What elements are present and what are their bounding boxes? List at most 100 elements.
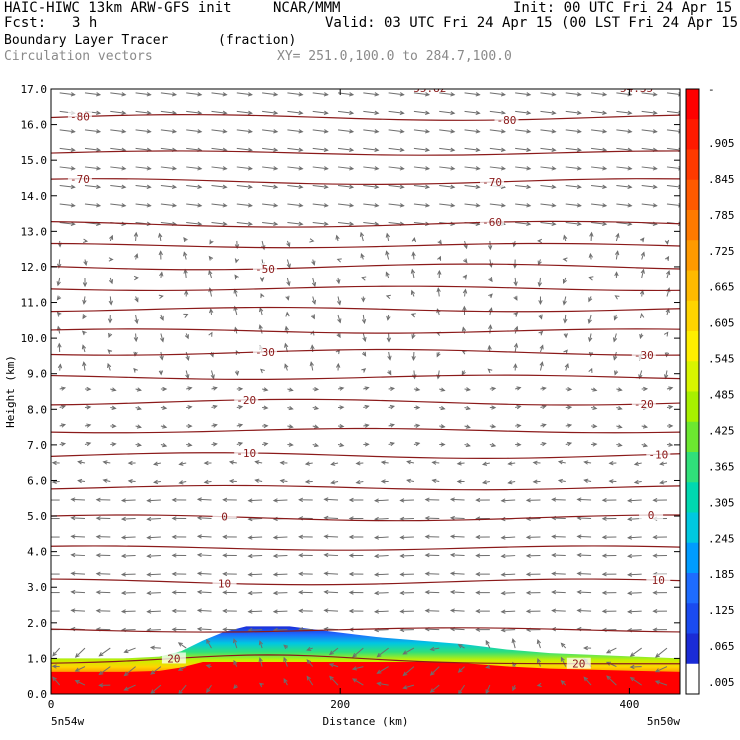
vector-arrow (208, 331, 213, 337)
vector-arrow (489, 424, 497, 429)
vector-arrow (84, 129, 102, 134)
vector-arrow (565, 386, 573, 392)
vector-arrow (287, 147, 304, 153)
vector-arrow (576, 497, 592, 502)
vector-arrow (51, 518, 60, 520)
vector-arrow (337, 442, 345, 448)
vector-arrow (108, 257, 114, 262)
contour-label: -30 (255, 346, 275, 359)
colorbar-label: .485 (708, 389, 735, 402)
vector-arrow (439, 147, 456, 153)
vector-arrow (171, 627, 187, 632)
vector-arrow (666, 269, 671, 279)
vector-arrow (95, 497, 111, 502)
vector-arrow (135, 129, 152, 134)
vector-arrow (457, 666, 465, 673)
vector-arrow (183, 251, 188, 260)
vector-arrow (323, 515, 339, 521)
vector-arrow (562, 277, 567, 285)
vector-arrow (601, 590, 617, 595)
vector-arrow (196, 571, 212, 576)
vector-arrow (348, 553, 364, 558)
vector-arrow (627, 535, 642, 540)
vector-arrow (411, 333, 416, 340)
x-tick-label: 0 (48, 698, 55, 711)
vector-arrow (666, 442, 674, 447)
vector-arrow (641, 184, 658, 190)
vector-arrow (616, 184, 633, 190)
vector-arrow (348, 590, 364, 595)
vector-arrow (272, 590, 288, 596)
vector-arrow (406, 478, 415, 483)
contour-label-bg (212, 510, 237, 522)
vector-arrow (489, 147, 506, 153)
vector-arrow (287, 221, 304, 227)
vector-arrow (262, 147, 279, 153)
vector-arrow (335, 349, 341, 355)
vector-arrow (481, 480, 490, 485)
vector-arrow (110, 387, 117, 392)
vector-arrow (146, 590, 161, 596)
vector-arrow (666, 423, 674, 429)
vector-arrow (489, 442, 497, 448)
fcst-value: 3 h (72, 15, 98, 31)
vector-arrow (464, 147, 481, 153)
vector-arrow (247, 572, 263, 577)
vector-arrow (351, 666, 364, 671)
vector-arrow (641, 92, 658, 97)
vector-arrow (262, 405, 269, 410)
vector-arrow (135, 184, 152, 190)
vector-arrow (537, 277, 542, 288)
vector-arrow (328, 663, 339, 668)
vector-arrow (536, 682, 542, 688)
vector-arrow (287, 129, 304, 134)
colorbar-label: .725 (708, 245, 735, 258)
vector-arrow (399, 572, 414, 577)
vector-arrow (500, 498, 516, 503)
vector-arrow (336, 333, 341, 339)
vector-arrow (613, 314, 618, 321)
vector-arrow (178, 480, 187, 485)
vector-arrow (211, 404, 218, 410)
vector-arrow (601, 498, 617, 503)
vector-arrow (565, 423, 573, 428)
vector-arrow (283, 678, 288, 686)
colorbar-label: .785 (708, 209, 735, 222)
vector-arrow (590, 387, 598, 392)
vector-arrow (160, 110, 178, 115)
vector-arrow (413, 147, 431, 153)
vector-arrow (84, 405, 92, 410)
vector-arrow (59, 203, 76, 208)
contour-label-bg (480, 216, 505, 228)
vector-arrow (538, 314, 543, 320)
vector-arrow (515, 404, 522, 410)
vector-arrow (665, 307, 670, 316)
vector-arrow (601, 572, 617, 577)
vector-arrow (361, 276, 367, 281)
vector-arrow (211, 110, 228, 115)
vector-arrow (51, 610, 60, 612)
vector-arrow (525, 553, 541, 558)
vector-arrow (583, 478, 592, 483)
vector-arrow (361, 296, 366, 303)
vector-arrow (102, 478, 111, 483)
vector-arrow (149, 645, 161, 650)
vector-arrow (591, 166, 608, 171)
vector-arrow (540, 203, 557, 208)
vector-arrow (185, 370, 190, 380)
vector-arrow (330, 480, 339, 485)
vector-arrow (664, 239, 670, 246)
vector-arrow (373, 609, 389, 614)
vector-arrow (464, 166, 481, 171)
vector-arrow (388, 184, 405, 190)
vector-arrow (564, 363, 569, 371)
vector-arrow (436, 308, 441, 316)
vector-arrow (413, 387, 421, 392)
vector-arrow (247, 535, 263, 540)
vector-arrow (160, 424, 168, 429)
vector-arrow (77, 478, 86, 484)
vector-arrow (605, 661, 617, 668)
vector-arrow (84, 386, 92, 392)
vector-arrow (616, 203, 633, 208)
top-label: 55.82 (413, 82, 446, 95)
